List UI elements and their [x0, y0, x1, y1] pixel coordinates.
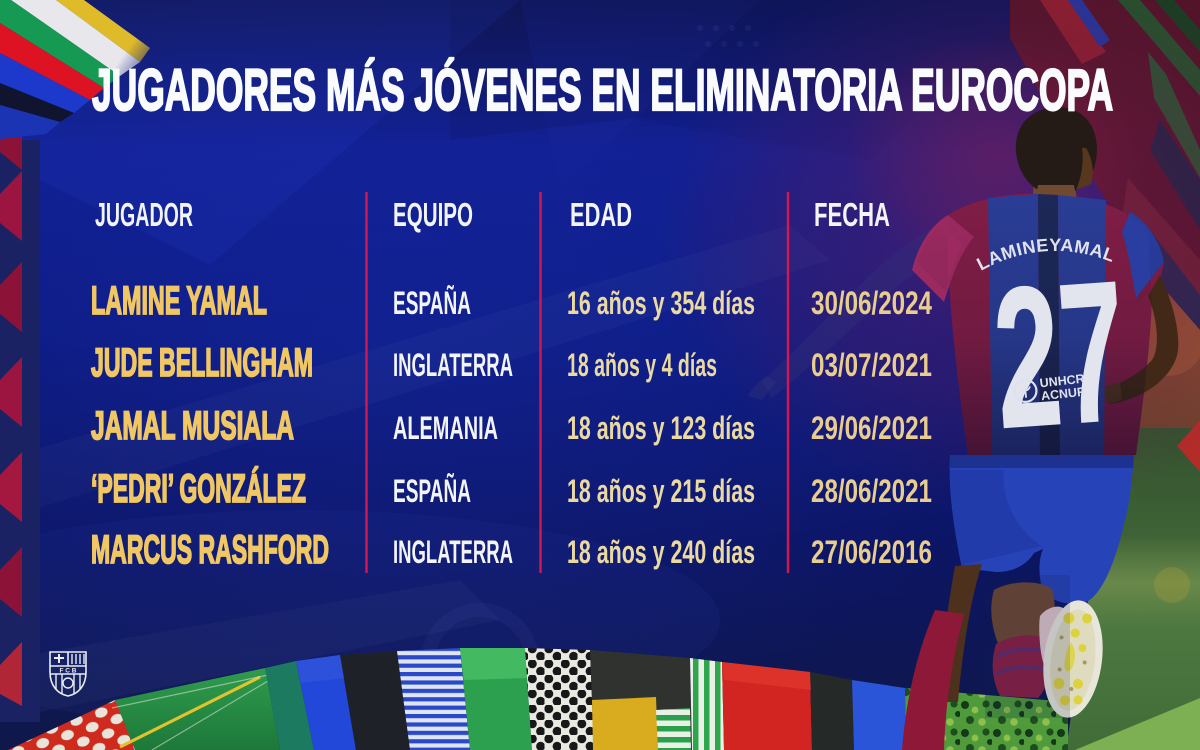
svg-text:03/07/2021: 03/07/2021 [811, 347, 932, 383]
svg-text:INGLATERRA: INGLATERRA [393, 347, 513, 383]
svg-text:JAMAL MUSIALA: JAMAL MUSIALA [91, 404, 294, 448]
svg-text:INGLATERRA: INGLATERRA [393, 534, 513, 570]
svg-text:16 años y 354 días: 16 años y 354 días [567, 285, 755, 321]
svg-text:27/06/2016: 27/06/2016 [811, 534, 932, 570]
svg-text:MARCUS RASHFORD: MARCUS RASHFORD [91, 528, 329, 572]
svg-text:FECHA: FECHA [814, 196, 890, 233]
svg-text:30/06/2024: 30/06/2024 [811, 285, 932, 321]
svg-text:18 años y 240 días: 18 años y 240 días [567, 534, 755, 570]
svg-text:LAMINE YAMAL: LAMINE YAMAL [91, 279, 267, 323]
svg-text:‘PEDRI’ GONZÁLEZ: ‘PEDRI’ GONZÁLEZ [91, 466, 306, 511]
svg-text:JUDE BELLINGHAM: JUDE BELLINGHAM [91, 341, 313, 385]
svg-text:18 años y 123 días: 18 años y 123 días [567, 410, 755, 446]
svg-text:ALEMANIA: ALEMANIA [393, 410, 498, 446]
svg-text:ESPAÑA: ESPAÑA [393, 285, 471, 321]
svg-text:EQUIPO: EQUIPO [393, 196, 473, 233]
svg-text:28/06/2021: 28/06/2021 [811, 473, 932, 509]
svg-text:JUGADOR: JUGADOR [95, 196, 193, 233]
svg-text:ACNUR: ACNUR [1040, 385, 1086, 404]
svg-text:F C B: F C B [60, 668, 77, 675]
svg-text:ESPAÑA: ESPAÑA [393, 473, 471, 509]
svg-text:18 años y 215 días: 18 años y 215 días [567, 473, 755, 509]
svg-text:27: 27 [987, 239, 1132, 471]
svg-text:29/06/2021: 29/06/2021 [811, 410, 932, 446]
svg-text:EDAD: EDAD [570, 196, 632, 233]
svg-text:18 años y 4 días: 18 años y 4 días [567, 347, 717, 383]
svg-text:UNHCR: UNHCR [1039, 372, 1085, 391]
svg-text:JUGADORES MÁS JÓVENES EN ELIMI: JUGADORES MÁS JÓVENES EN ELIMINATORIA EU… [92, 58, 1113, 123]
